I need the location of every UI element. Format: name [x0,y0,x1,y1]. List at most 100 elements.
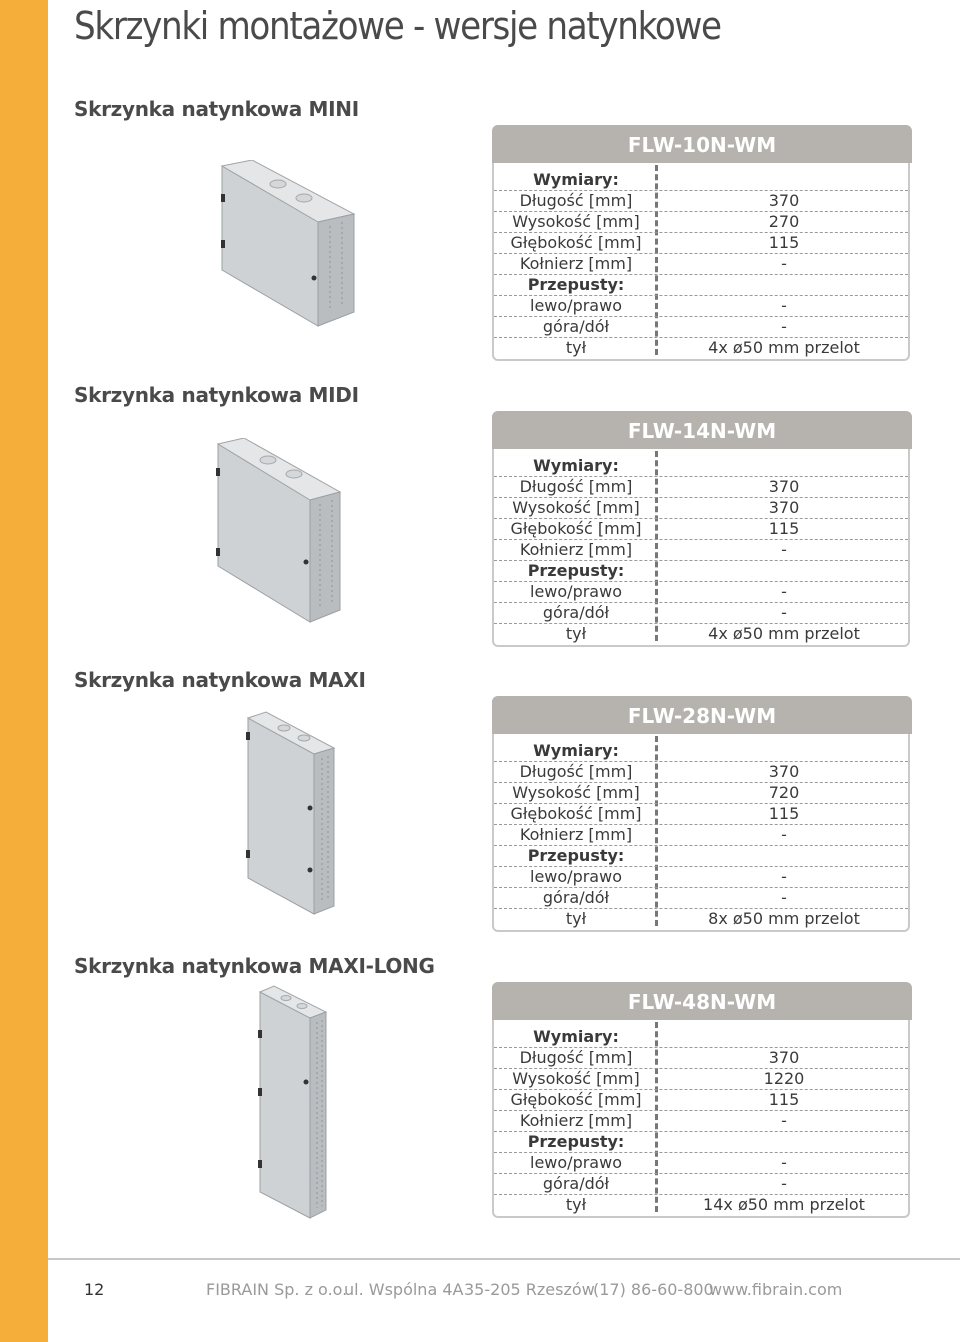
spec-row: Głębokość [mm] 115 [494,518,908,540]
spec-label: lewo/prawo [530,1153,622,1172]
spec-label: lewo/prawo [530,296,622,315]
spec-label: Kołnierz [mm] [519,254,633,273]
spec-row: Przepusty: [494,274,908,296]
spec-row: Wysokość [mm] 720 [494,782,908,804]
spec-label: Wysokość [mm] [512,1069,640,1088]
spec-label: tył [565,624,587,643]
spec-label: Długość [mm] [519,191,633,210]
column-divider [655,736,658,926]
page-title: Skrzynki montażowe - wersje natynkowe [74,4,722,48]
spec-label: Wysokość [mm] [512,498,640,517]
spec-row: Długość [mm] 370 [494,476,908,498]
spec-label: Wymiary: [533,170,619,189]
spec-label: lewo/prawo [530,582,622,601]
spec-row: Przepusty: [494,1131,908,1153]
spec-row: Wymiary: [494,455,908,477]
spec-label: Przepusty: [527,561,625,580]
spec-value: 115 [768,804,800,823]
spec-label: Długość [mm] [519,1048,633,1067]
spec-value: - [781,540,787,559]
spec-row: Głębokość [mm] 115 [494,232,908,254]
spec-label: Przepusty: [527,275,625,294]
product-image-maxi [246,711,336,915]
spec-value: - [781,582,787,601]
spec-value: 115 [768,519,800,538]
spec-row: Długość [mm] 370 [494,761,908,783]
section-title-mini: Skrzynka natynkowa MINI [74,97,359,121]
spec-row: Kołnierz [mm] - [494,539,908,561]
spec-row: tył 14x ø50 mm przelot [494,1194,908,1215]
spec-value: - [781,254,787,273]
spec-row: tył 8x ø50 mm przelot [494,908,908,929]
column-divider [655,165,658,355]
spec-label: Przepusty: [527,846,625,865]
spec-row: Wymiary: [494,169,908,191]
spec-label: Przepusty: [527,1132,625,1151]
spec-label: tył [565,1195,587,1214]
spec-value: 270 [768,212,800,231]
spec-row: lewo/prawo - [494,295,908,317]
spec-row: Przepusty: [494,560,908,582]
spec-row: Wysokość [mm] 270 [494,211,908,233]
spec-row: Kołnierz [mm] - [494,1110,908,1132]
spec-value: 370 [768,477,800,496]
spec-card-header: FLW-28N-WM [492,696,912,734]
spec-row: lewo/prawo - [494,1152,908,1174]
product-image-maxi-long [258,985,328,1219]
column-divider [655,451,658,641]
spec-value: 370 [768,498,800,517]
spec-row: Długość [mm] 370 [494,190,908,212]
spec-value: 4x ø50 mm przelot [708,624,860,643]
spec-label: Kołnierz [mm] [519,540,633,559]
spec-row: Długość [mm] 370 [494,1047,908,1069]
model-code: FLW-10N-WM [627,133,777,157]
spec-label: tył [565,338,587,357]
product-image-midi [216,438,342,623]
spec-row: Głębokość [mm] 115 [494,1089,908,1111]
product-image-mini [220,160,356,327]
spec-label: góra/dół [542,1174,610,1193]
spec-row: Wymiary: [494,1026,908,1048]
spec-row: Głębokość [mm] 115 [494,803,908,825]
spec-label: Długość [mm] [519,762,633,781]
spec-card-mini: FLW-10N-WM Wymiary: Długość [mm] 370 Wysoko… [492,125,912,361]
spec-row: Wysokość [mm] 370 [494,497,908,519]
spec-card-header: FLW-14N-WM [492,411,912,449]
page-number: 12 [84,1280,105,1299]
footer-phone: (17) 86-60-800 [593,1280,714,1299]
spec-label: Głębokość [mm] [510,804,642,823]
spec-card-maxi: FLW-28N-WM Wymiary: Długość [mm] 370 Wysoko… [492,696,912,932]
spec-card-maxi-long: FLW-48N-WM Wymiary: Długość [mm] 370 Wysoko… [492,982,912,1218]
spec-label: Wymiary: [533,456,619,475]
spec-label: Długość [mm] [519,477,633,496]
footer-website[interactable]: www.fibrain.com [709,1280,843,1299]
model-code: FLW-28N-WM [627,704,777,728]
spec-value: 115 [768,1090,800,1109]
spec-label: Kołnierz [mm] [519,825,633,844]
spec-value: 8x ø50 mm przelot [708,909,860,928]
spec-label: lewo/prawo [530,867,622,886]
spec-value: - [781,888,787,907]
spec-label: Wysokość [mm] [512,783,640,802]
spec-card-midi: FLW-14N-WM Wymiary: Długość [mm] 370 Wysoko… [492,411,912,647]
spec-label: góra/dół [542,603,610,622]
spec-label: Kołnierz [mm] [519,1111,633,1130]
model-code: FLW-14N-WM [627,419,777,443]
footer-address: ul. Wspólna 4A [344,1280,464,1299]
spec-row: Kołnierz [mm] - [494,253,908,275]
spec-value: 720 [768,783,800,802]
spec-label: góra/dół [542,317,610,336]
spec-value: 4x ø50 mm przelot [708,338,860,357]
spec-value: 370 [768,191,800,210]
spec-value: - [781,1153,787,1172]
spec-label: Głębokość [mm] [510,1090,642,1109]
spec-value: - [781,1174,787,1193]
spec-row: Wysokość [mm] 1220 [494,1068,908,1090]
spec-label: góra/dół [542,888,610,907]
spec-value: - [781,825,787,844]
spec-label: Wymiary: [533,741,619,760]
spec-row: góra/dół - [494,316,908,338]
spec-row: lewo/prawo - [494,866,908,888]
footer-divider [48,1258,960,1260]
spec-value: 370 [768,1048,800,1067]
